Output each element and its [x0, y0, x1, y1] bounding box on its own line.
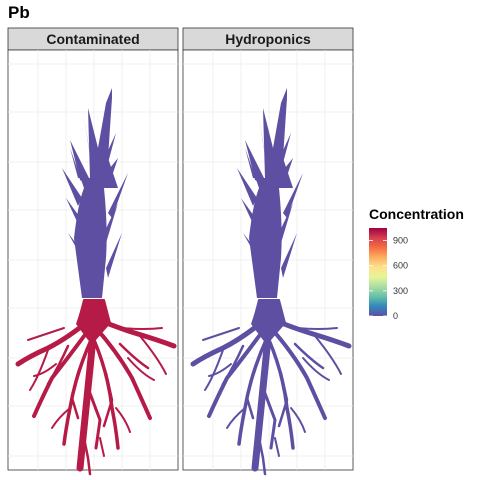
legend-tick-label: 0 [393, 311, 398, 321]
legend-tick-label: 900 [393, 236, 408, 246]
facet-panel-contaminated: Contaminated [7, 27, 179, 474]
root-crown [251, 300, 285, 340]
legend-colorbar [369, 228, 387, 316]
legend: Concentration 0 300 600 900 [369, 206, 464, 321]
root-crown [76, 300, 110, 340]
chart-title: Pb [8, 3, 30, 22]
plant-root [193, 300, 349, 474]
legend-tick-label: 600 [393, 261, 408, 271]
facet-label: Contaminated [46, 31, 139, 47]
facet-label: Hydroponics [225, 31, 311, 47]
legend-title: Concentration [369, 206, 464, 222]
facet-panel-hydroponics: Hydroponics [182, 27, 354, 474]
plant-root [18, 300, 174, 474]
legend-tick-label: 300 [393, 286, 408, 296]
